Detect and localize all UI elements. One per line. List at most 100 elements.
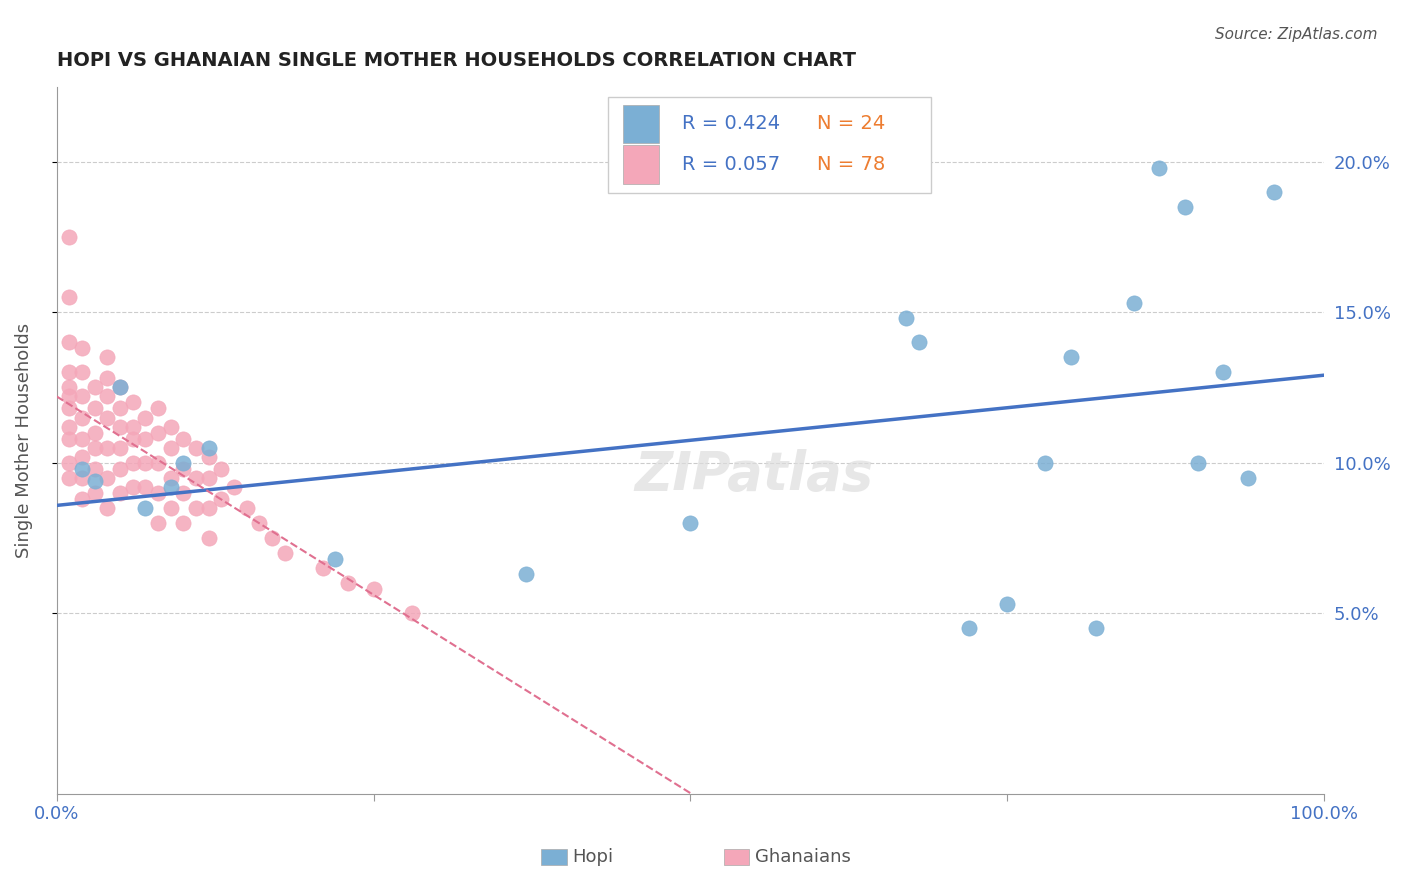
Text: Hopi: Hopi	[572, 848, 613, 866]
Point	[108, 419, 131, 434]
Point	[58, 290, 80, 304]
Text: R = 0.057: R = 0.057	[682, 155, 780, 174]
Point	[108, 461, 131, 475]
Point	[83, 401, 105, 416]
Point	[1085, 621, 1108, 635]
Point	[159, 480, 181, 494]
Point	[172, 461, 194, 475]
Point	[70, 491, 93, 506]
Point	[209, 461, 232, 475]
Point	[363, 582, 385, 596]
Point	[70, 432, 93, 446]
Point	[146, 516, 169, 530]
Point	[907, 335, 929, 350]
Text: ZIPatlas: ZIPatlas	[634, 450, 873, 501]
Point	[58, 230, 80, 244]
Point	[184, 441, 207, 455]
Point	[83, 474, 105, 488]
Point	[222, 480, 245, 494]
Text: Ghanaians: Ghanaians	[755, 848, 851, 866]
Point	[58, 419, 80, 434]
Point	[96, 500, 118, 515]
Text: R = 0.424: R = 0.424	[682, 114, 780, 134]
Point	[70, 450, 93, 464]
Point	[121, 419, 143, 434]
Point	[134, 480, 156, 494]
Point	[209, 491, 232, 506]
Point	[401, 606, 423, 620]
Point	[134, 456, 156, 470]
Point	[70, 471, 93, 485]
Point	[96, 389, 118, 403]
Point	[515, 567, 537, 582]
Point	[312, 561, 335, 575]
Point	[58, 401, 80, 416]
Text: N = 24: N = 24	[817, 114, 886, 134]
Point	[83, 441, 105, 455]
Point	[197, 471, 219, 485]
Point	[172, 432, 194, 446]
Text: N = 78: N = 78	[817, 155, 886, 174]
Point	[134, 500, 156, 515]
Point	[96, 471, 118, 485]
Point	[197, 441, 219, 455]
Point	[58, 380, 80, 394]
Text: Source: ZipAtlas.com: Source: ZipAtlas.com	[1215, 27, 1378, 42]
Point	[83, 461, 105, 475]
Point	[146, 425, 169, 440]
Point	[83, 380, 105, 394]
Point	[58, 432, 80, 446]
Point	[83, 485, 105, 500]
Point	[96, 410, 118, 425]
Point	[146, 401, 169, 416]
Point	[70, 461, 93, 475]
Point	[197, 531, 219, 545]
Point	[262, 531, 284, 545]
Point	[121, 395, 143, 409]
Point	[197, 500, 219, 515]
Point	[70, 365, 93, 379]
Point	[146, 456, 169, 470]
Point	[58, 456, 80, 470]
Point	[121, 480, 143, 494]
Point	[70, 341, 93, 355]
Point	[70, 389, 93, 403]
Point	[894, 311, 917, 326]
Point	[172, 516, 194, 530]
Point	[1149, 161, 1171, 175]
Point	[146, 485, 169, 500]
Point	[58, 471, 80, 485]
Point	[58, 365, 80, 379]
Point	[159, 500, 181, 515]
FancyBboxPatch shape	[623, 145, 659, 184]
Point	[96, 371, 118, 385]
Point	[249, 516, 271, 530]
Point	[184, 500, 207, 515]
Point	[159, 471, 181, 485]
Point	[1237, 471, 1260, 485]
Point	[1123, 296, 1146, 310]
Point	[172, 485, 194, 500]
Point	[108, 485, 131, 500]
Point	[236, 500, 259, 515]
FancyBboxPatch shape	[623, 104, 659, 144]
Point	[1174, 200, 1197, 214]
Point	[108, 380, 131, 394]
Point	[172, 456, 194, 470]
Point	[134, 410, 156, 425]
Point	[70, 410, 93, 425]
Point	[121, 432, 143, 446]
Point	[337, 576, 360, 591]
Point	[159, 441, 181, 455]
Point	[134, 432, 156, 446]
Point	[58, 389, 80, 403]
Point	[1187, 456, 1209, 470]
Point	[957, 621, 980, 635]
Point	[184, 471, 207, 485]
Text: HOPI VS GHANAIAN SINGLE MOTHER HOUSEHOLDS CORRELATION CHART: HOPI VS GHANAIAN SINGLE MOTHER HOUSEHOLD…	[56, 51, 856, 70]
Point	[679, 516, 702, 530]
Point	[325, 552, 347, 566]
Point	[274, 546, 297, 560]
Point	[108, 441, 131, 455]
Point	[159, 419, 181, 434]
